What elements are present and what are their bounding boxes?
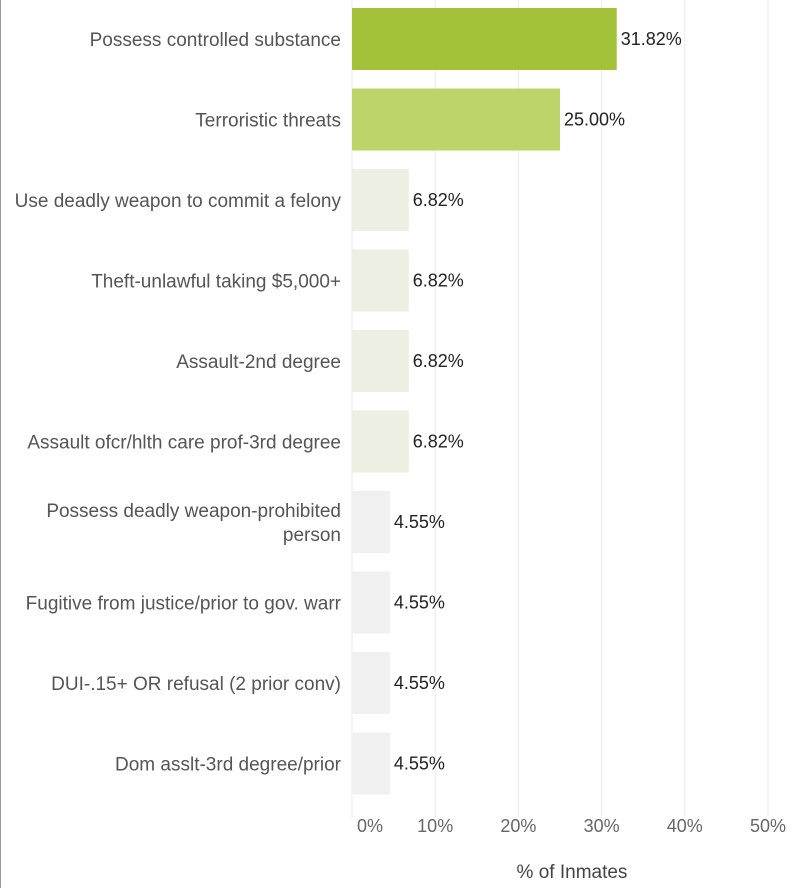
x-tick-label: 50% — [750, 816, 786, 836]
value-label: 25.00% — [564, 110, 625, 130]
x-tick-label: 10% — [417, 816, 453, 836]
category-label: Dom asslt-3rd degree/prior — [115, 755, 342, 776]
bar — [352, 571, 390, 634]
x-tick-label: 30% — [584, 816, 620, 836]
bar — [352, 88, 560, 151]
bar — [352, 652, 390, 714]
value-label: 6.82% — [413, 271, 464, 291]
category-label: Use deadly weapon to commit a felony — [15, 191, 342, 212]
bar — [352, 169, 409, 231]
bar — [352, 330, 409, 392]
bars — [352, 8, 617, 795]
value-label: 4.55% — [394, 593, 445, 613]
bar — [352, 491, 390, 553]
bar — [352, 410, 409, 473]
bar — [352, 249, 409, 312]
value-label: 4.55% — [394, 754, 445, 774]
value-labels: 31.82% 25.00% 6.82% 6.82% 6.82% 6.82% 4.55% 4.5… — [394, 29, 682, 774]
category-label: DUI-.15+ OR refusal (2 prior conv) — [51, 674, 341, 695]
x-axis-title: % of Inmates — [517, 862, 628, 883]
value-label: 6.82% — [413, 351, 464, 371]
x-tick-label: 0% — [357, 816, 383, 836]
frame-left-border — [0, 0, 1, 888]
category-label: Terroristic threats — [195, 111, 341, 132]
category-label: Assault ofcr/hlth care prof-3rd degree — [27, 433, 341, 454]
category-label: Possess controlled substance — [90, 30, 341, 51]
category-label: Assault-2nd degree — [176, 352, 341, 373]
category-label: Possess deadly weapon-prohibited person — [46, 501, 341, 546]
x-tick-label: 20% — [500, 816, 536, 836]
value-label: 4.55% — [394, 673, 445, 693]
category-label: Fugitive from justice/prior to gov. warr — [26, 594, 342, 615]
x-tick-label: 40% — [667, 816, 703, 836]
value-label: 6.82% — [413, 432, 464, 452]
value-label: 6.82% — [413, 190, 464, 210]
value-label: 31.82% — [621, 29, 682, 49]
value-label: 4.55% — [394, 512, 445, 532]
bar — [352, 8, 617, 70]
x-axis-ticks: 0% 10% 20% 30% 40% 50% — [357, 816, 786, 836]
category-labels: Possess controlled substance Terroristic … — [15, 30, 342, 776]
category-label: Theft-unlawful taking $5,000+ — [91, 272, 341, 293]
bar — [352, 732, 390, 795]
